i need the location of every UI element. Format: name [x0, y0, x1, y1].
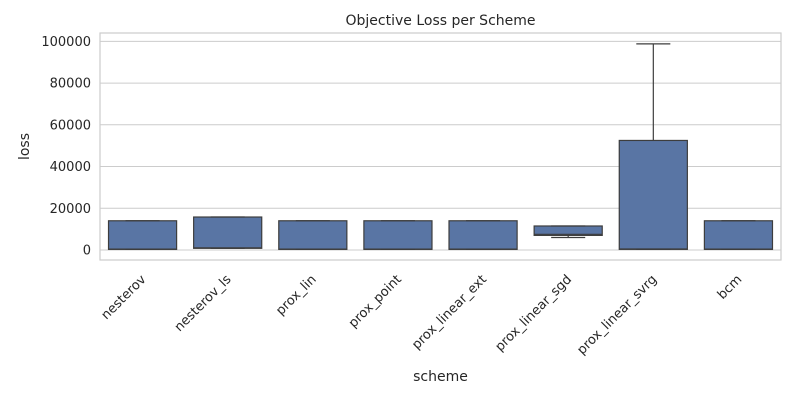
y-tick-labels: 0 20000 40000 60000 80000 100000	[41, 35, 91, 259]
box-iqr	[107, 220, 178, 250]
y-tick-label: 0	[83, 243, 91, 258]
box-prox_point	[363, 220, 433, 250]
box-prox_linear_ext	[448, 220, 518, 250]
box-nesterov	[107, 220, 178, 250]
box-prox_linear_svrg	[618, 43, 688, 250]
box-iqr	[278, 220, 348, 250]
box-prox_linear_sgd	[533, 225, 603, 239]
y-tick-label: 40000	[50, 160, 91, 175]
y-axis-label: loss	[17, 133, 33, 160]
y-gridlines	[100, 40, 781, 251]
box-iqr	[448, 220, 518, 250]
chart-title: Objective Loss per Scheme	[345, 13, 535, 29]
y-tick-label: 80000	[50, 77, 91, 92]
y-tick-label: 20000	[50, 202, 91, 217]
x-axis-label: scheme	[413, 369, 468, 385]
box-bcm	[703, 220, 774, 250]
boxes-layer	[107, 43, 774, 250]
box-iqr	[363, 220, 433, 250]
box-iqr	[193, 216, 263, 249]
y-tick-label: 100000	[41, 35, 91, 50]
box-nesterov_ls	[193, 216, 263, 249]
box-prox_lin	[278, 220, 348, 250]
box-iqr	[618, 139, 688, 250]
plot-frame	[99, 32, 782, 261]
y-tick-label: 60000	[50, 118, 91, 133]
box-iqr	[703, 220, 774, 250]
